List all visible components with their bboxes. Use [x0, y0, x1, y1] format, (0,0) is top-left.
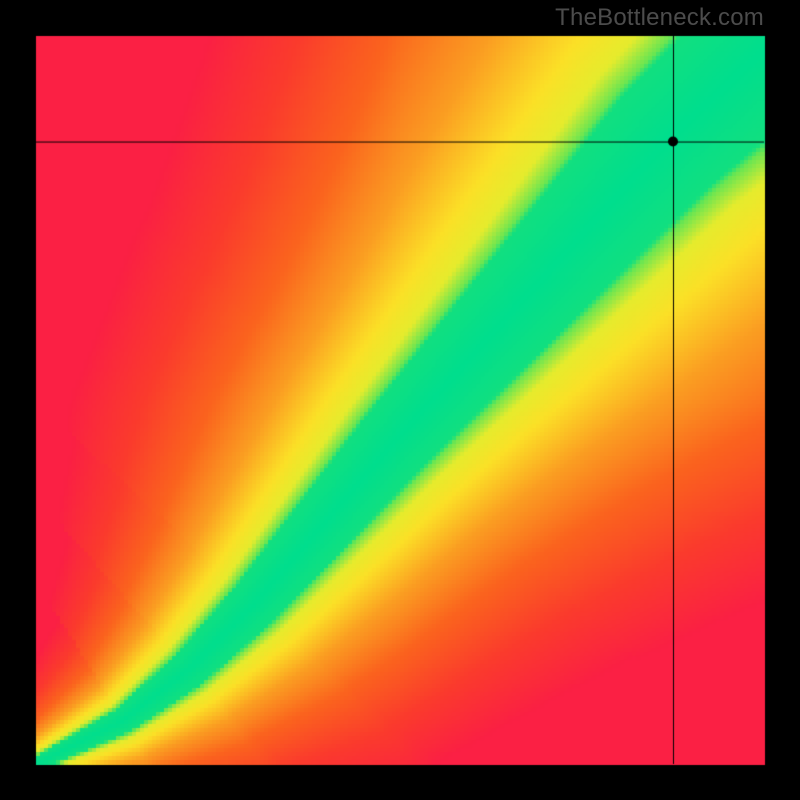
watermark-text: TheBottleneck.com: [555, 4, 764, 32]
chart-container: TheBottleneck.com: [0, 0, 800, 800]
bottleneck-heatmap: [0, 0, 800, 800]
